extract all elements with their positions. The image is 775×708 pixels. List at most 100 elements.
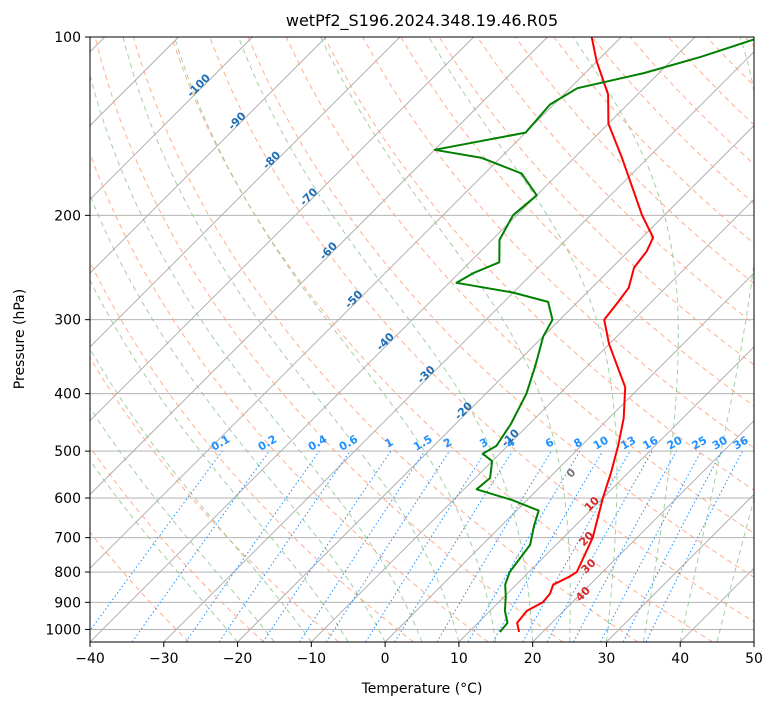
- x-tick-label: 10: [450, 651, 468, 667]
- dry-adiabat-line: [591, 37, 754, 205]
- moist-adiabat-label: 0: [564, 466, 579, 481]
- mixing-ratio-label: 0.1: [209, 433, 232, 454]
- dry-adiabat-label: -70: [297, 185, 320, 208]
- moist-adiabat-line: [428, 37, 618, 642]
- x-tick-label: −40: [75, 651, 105, 667]
- moist-adiabat-label: 30: [579, 556, 599, 576]
- moist-adiabat-line: [572, 37, 679, 642]
- dry-adiabat-label: -100: [184, 71, 213, 100]
- dry-adiabat-line: [706, 37, 754, 87]
- mixing-ratio-label: 1: [383, 436, 396, 451]
- dry-adiabat-line: [209, 37, 754, 623]
- mixing-ratio-label: 10: [591, 433, 611, 452]
- mixing-ratio-line: [436, 450, 552, 642]
- isotherm-line: [90, 37, 253, 200]
- mixing-ratio-lines: [90, 450, 743, 642]
- isotherm-line: [163, 51, 754, 642]
- y-tick-label: 600: [54, 491, 81, 507]
- dry-adiabat-label: -30: [415, 363, 438, 386]
- dry-adiabats: [90, 37, 754, 642]
- isotherm-line: [679, 567, 754, 642]
- dry-adiabat-line: [171, 37, 713, 642]
- mixing-ratio-line: [365, 450, 487, 642]
- dry-adiabat-label: -40: [374, 330, 397, 353]
- dry-adiabat-line: [744, 37, 754, 47]
- y-tick-label: 500: [54, 444, 81, 460]
- mixing-ratio-line: [218, 450, 351, 642]
- x-tick-label: 40: [671, 651, 689, 667]
- moist-adiabat-line: [90, 406, 275, 642]
- moist-adiabat-line: [90, 347, 312, 642]
- data-series: [433, 37, 754, 633]
- plot-frame: [89, 36, 755, 643]
- moist-adiabat-line: [122, 37, 460, 642]
- mixing-ratio-line: [522, 450, 631, 642]
- mixing-ratio-line: [645, 450, 743, 642]
- moist-adiabat-label: 40: [573, 584, 593, 604]
- isotherm-line: [384, 272, 754, 642]
- axes: −40 −30 −20 −10 0 10 20 30 40 5010020030040050060…: [45, 30, 763, 667]
- moist-adiabat-line: [173, 37, 497, 642]
- moist-adiabat-line: [90, 73, 423, 642]
- mixing-ratio-line: [573, 450, 677, 642]
- dry-adiabat-line: [90, 260, 414, 642]
- y-tick-label: 1000: [45, 622, 81, 638]
- x-tick-label: −10: [297, 651, 327, 667]
- mixing-ratio-label: 30: [710, 433, 730, 452]
- y-tick-label: 800: [54, 565, 81, 581]
- isobars: [90, 37, 754, 630]
- isotherm-line: [237, 124, 754, 642]
- plot-area: 0.1 0.2 0.4 0.6 1 1.5 2 3 4 6 8 10 13 16 20 25 30 36-100-…: [90, 37, 754, 642]
- isotherm-line: [90, 37, 474, 422]
- dry-adiabat-line: [90, 356, 339, 642]
- mixing-ratio-line: [185, 450, 320, 642]
- dry-adiabat-line: [90, 446, 265, 642]
- isotherms: [90, 37, 754, 642]
- x-tick-label: 50: [745, 651, 763, 667]
- y-tick-label: 400: [54, 387, 81, 403]
- y-tick-label: 300: [54, 313, 81, 329]
- dry-adiabat-line: [94, 37, 564, 642]
- mixing-ratio-label: 25: [690, 434, 710, 453]
- dry-adiabat-label: -60: [317, 239, 340, 262]
- mixing-ratio-label: 20: [665, 433, 685, 452]
- isotherm-line: [90, 37, 548, 496]
- moist-adiabat-line: [320, 37, 571, 642]
- dry-adiabat-label: -20: [452, 399, 475, 422]
- y-tick-label: 200: [54, 208, 81, 224]
- isotherm-line: [458, 346, 754, 642]
- moist-adiabat-line: [679, 37, 754, 642]
- dry-adiabat-line: [362, 37, 754, 449]
- mixing-ratio-line: [546, 450, 653, 642]
- isotherm-line: [532, 420, 754, 642]
- x-tick-label: −30: [149, 651, 179, 667]
- mixing-ratio-label: 36: [731, 433, 751, 452]
- mixing-ratio-line: [299, 450, 426, 642]
- dry-adiabat-line: [400, 37, 754, 407]
- y-axis-label: Pressure (hPa): [12, 289, 28, 389]
- dry-adiabat-line: [515, 37, 754, 285]
- mixing-ratio-line: [90, 450, 223, 632]
- dry-adiabat-label: -50: [342, 288, 365, 311]
- isotherm-line: [753, 641, 754, 642]
- dry-adiabat-line: [90, 152, 489, 642]
- isotherm-line: [90, 37, 622, 569]
- y-tick-label: 700: [54, 531, 81, 547]
- moist-adiabat-line: [716, 497, 754, 642]
- temperature-profile-line: [516, 37, 655, 633]
- mixing-ratio-label: 0.6: [337, 432, 361, 453]
- dry-adiabat-line: [132, 37, 639, 642]
- mixing-ratio-labels: 0.1 0.2 0.4 0.6 1 1.5 2 3 4 6 8 10 13 16 20 25 30 36: [209, 432, 751, 453]
- mixing-ratio-label: 13: [618, 434, 638, 453]
- dry-adiabat-line: [476, 37, 754, 325]
- mixing-ratio-label: 3: [477, 436, 490, 451]
- x-tick-label: 0: [381, 651, 390, 667]
- chart-title: wetPf2_S196.2024.348.19.46.R05: [286, 11, 558, 31]
- mixing-ratio-line: [394, 450, 513, 642]
- mixing-ratio-label: 1.5: [411, 433, 434, 454]
- moist-adiabat-line: [238, 37, 534, 642]
- x-axis-label: Temperature (°C): [361, 681, 483, 697]
- moist-adiabat-line: [90, 279, 349, 642]
